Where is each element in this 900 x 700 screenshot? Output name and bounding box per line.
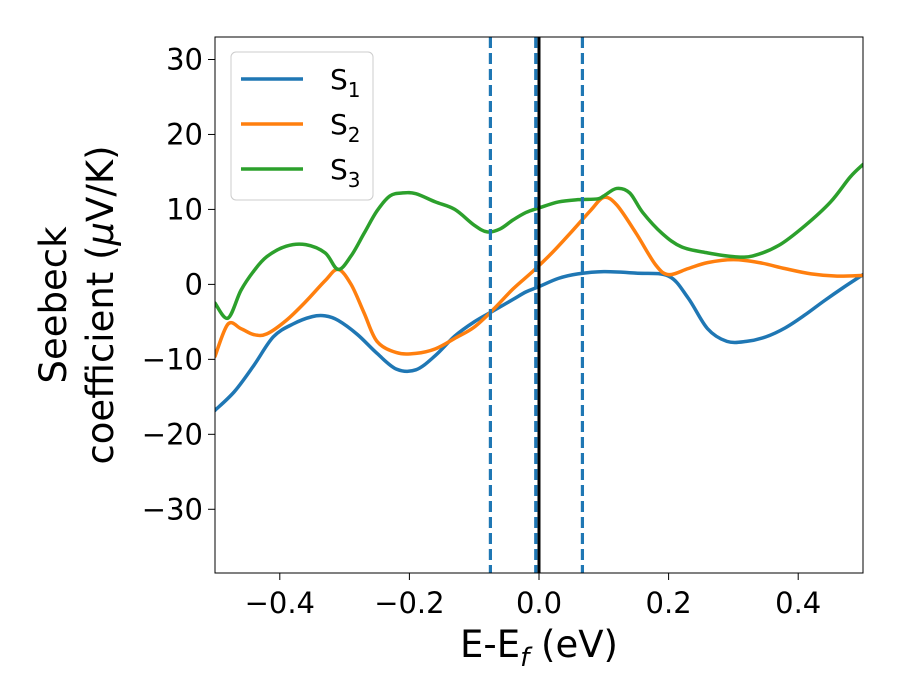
x-tick-label: −0.4	[245, 586, 315, 620]
series-line-s2	[215, 195, 863, 359]
x-tick-label: −0.2	[374, 586, 444, 620]
legend-label-s1: S1	[330, 63, 361, 102]
x-tick-label: 0.0	[516, 586, 562, 620]
y-tick-label: −30	[142, 492, 203, 526]
x-axis-label: E-Ef (eV)	[460, 623, 618, 673]
y-axis-label-line1: Seebeck	[32, 226, 75, 384]
legend-label-s2: S2	[330, 108, 361, 147]
legend: S1 S2 S3	[230, 51, 374, 201]
series-line-s3	[215, 162, 863, 320]
y-axis-label-line2: coefficient (μV/K)	[79, 145, 122, 464]
y-tick-label: 30	[166, 42, 203, 76]
legend-label-s3: S3	[330, 153, 361, 192]
y-tick-label: −20	[142, 417, 203, 451]
x-tick-label: 0.2	[646, 586, 692, 620]
y-tick-label: 20	[166, 117, 203, 151]
y-axis-label-mu: μ	[79, 222, 122, 247]
y-tick-label: 10	[166, 192, 203, 226]
legend-box	[230, 51, 374, 201]
y-tick-label: −10	[142, 342, 203, 376]
x-tick-label: 0.4	[775, 586, 821, 620]
series-line-s1	[215, 269, 863, 413]
y-tick-label: 0	[185, 267, 203, 301]
